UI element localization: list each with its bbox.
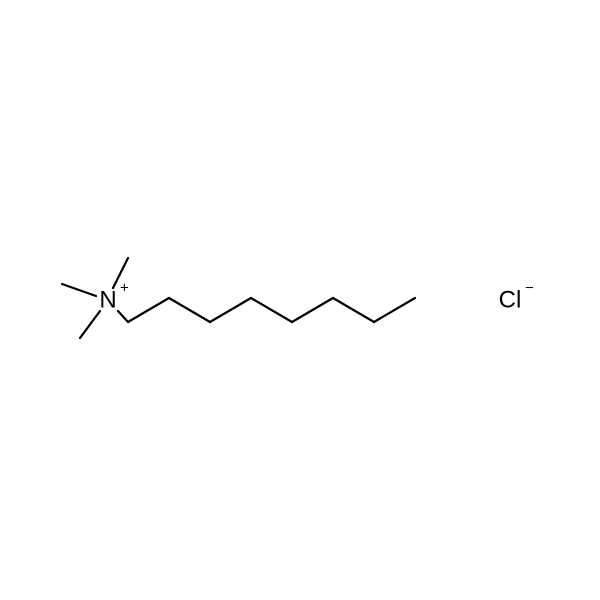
nitrogen-label: N — [99, 287, 116, 314]
molecule-canvas: N + Cl − — [0, 0, 600, 600]
nitrogen-charge: + — [120, 280, 129, 297]
chloride-charge: − — [525, 280, 534, 297]
chloride-label: Cl — [499, 287, 522, 314]
